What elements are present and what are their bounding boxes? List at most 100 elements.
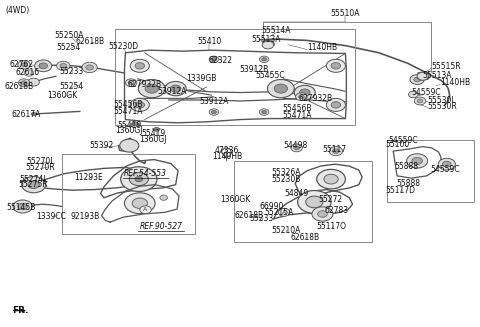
Circle shape — [278, 208, 290, 216]
Text: 1140HB: 1140HB — [307, 43, 337, 52]
Text: 55419: 55419 — [141, 129, 165, 138]
Text: 55392: 55392 — [89, 141, 114, 150]
Text: 55254: 55254 — [60, 82, 84, 92]
Circle shape — [145, 84, 158, 93]
Circle shape — [132, 122, 138, 126]
Text: 55456B: 55456B — [113, 100, 143, 110]
Circle shape — [140, 206, 151, 214]
Circle shape — [212, 58, 216, 61]
Text: 62616: 62616 — [15, 68, 39, 77]
Text: 62618B: 62618B — [5, 82, 34, 91]
Text: 54559C: 54559C — [411, 88, 441, 97]
Text: 55272: 55272 — [318, 195, 342, 204]
Circle shape — [267, 79, 294, 98]
Text: 55514A: 55514A — [261, 26, 291, 35]
Text: 55471A: 55471A — [113, 107, 143, 116]
Text: 54559C: 54559C — [430, 165, 460, 174]
Circle shape — [18, 203, 27, 210]
Text: 53912A: 53912A — [157, 87, 187, 96]
Text: 55215A: 55215A — [265, 209, 294, 217]
Circle shape — [294, 146, 300, 150]
Circle shape — [82, 62, 97, 73]
Circle shape — [259, 109, 269, 115]
Circle shape — [28, 181, 39, 189]
Circle shape — [417, 72, 429, 80]
Circle shape — [414, 77, 420, 82]
Circle shape — [170, 85, 181, 92]
Circle shape — [324, 174, 338, 184]
Text: (4WD): (4WD) — [5, 6, 29, 15]
Circle shape — [28, 78, 39, 86]
Text: 54559C: 54559C — [388, 136, 418, 145]
Text: 55275R: 55275R — [19, 181, 48, 189]
Circle shape — [24, 70, 34, 76]
Text: 55513A: 55513A — [422, 71, 451, 80]
Text: 1360GK: 1360GK — [47, 91, 77, 100]
Circle shape — [160, 195, 168, 200]
Text: FR.: FR. — [12, 306, 28, 315]
Circle shape — [294, 85, 315, 100]
Circle shape — [209, 56, 219, 62]
Text: A: A — [144, 207, 148, 212]
Circle shape — [18, 60, 30, 69]
Circle shape — [259, 56, 269, 62]
Text: 55515R: 55515R — [432, 62, 461, 71]
Text: 66990: 66990 — [259, 202, 284, 211]
Circle shape — [128, 81, 134, 85]
Text: 1339CC: 1339CC — [36, 212, 66, 221]
Circle shape — [443, 161, 451, 167]
Text: 1360GK: 1360GK — [220, 196, 251, 204]
Circle shape — [130, 59, 149, 72]
Circle shape — [132, 198, 147, 208]
Text: REF.90-527: REF.90-527 — [140, 221, 183, 231]
Text: 55145B: 55145B — [7, 203, 36, 212]
Circle shape — [212, 111, 216, 114]
Circle shape — [317, 169, 346, 189]
Text: 55250A: 55250A — [54, 31, 84, 40]
Circle shape — [135, 177, 143, 182]
Circle shape — [21, 63, 27, 67]
Circle shape — [57, 61, 70, 70]
Text: 54498: 54498 — [283, 141, 307, 150]
Text: 54849: 54849 — [285, 189, 309, 198]
Text: 55888: 55888 — [396, 179, 420, 188]
Text: 55456B: 55456B — [283, 104, 312, 113]
Circle shape — [331, 102, 341, 108]
Text: 1339GB: 1339GB — [186, 74, 216, 83]
Text: 1140HB: 1140HB — [440, 78, 470, 87]
Text: 62617A: 62617A — [12, 110, 41, 118]
Text: 55471A: 55471A — [283, 111, 312, 120]
Circle shape — [120, 167, 157, 192]
Circle shape — [262, 41, 274, 49]
Circle shape — [86, 65, 94, 70]
Circle shape — [306, 196, 323, 208]
Circle shape — [18, 79, 30, 87]
Circle shape — [298, 191, 331, 213]
Bar — [115, 29, 355, 125]
Text: 55513A: 55513A — [252, 35, 281, 43]
Circle shape — [13, 200, 32, 213]
Text: 55117: 55117 — [323, 145, 347, 154]
Circle shape — [135, 62, 144, 69]
Text: 55270L: 55270L — [26, 157, 55, 166]
Circle shape — [125, 79, 137, 87]
Text: 47336: 47336 — [215, 146, 239, 155]
Text: 55455C: 55455C — [255, 71, 285, 80]
Circle shape — [412, 157, 422, 164]
Text: 62322: 62322 — [208, 57, 232, 65]
Circle shape — [138, 79, 165, 98]
Text: 62618B: 62618B — [75, 37, 104, 46]
Text: 92193B: 92193B — [70, 212, 99, 221]
Circle shape — [60, 63, 67, 68]
Circle shape — [31, 112, 36, 116]
Circle shape — [299, 95, 304, 99]
Text: 627932B: 627932B — [299, 94, 333, 103]
Circle shape — [129, 173, 148, 186]
Text: 1140HB: 1140HB — [212, 152, 242, 161]
Circle shape — [130, 98, 149, 112]
Circle shape — [300, 89, 310, 96]
Bar — [234, 161, 372, 242]
Circle shape — [407, 154, 428, 168]
Text: 55326A: 55326A — [271, 168, 300, 177]
Circle shape — [329, 146, 343, 156]
